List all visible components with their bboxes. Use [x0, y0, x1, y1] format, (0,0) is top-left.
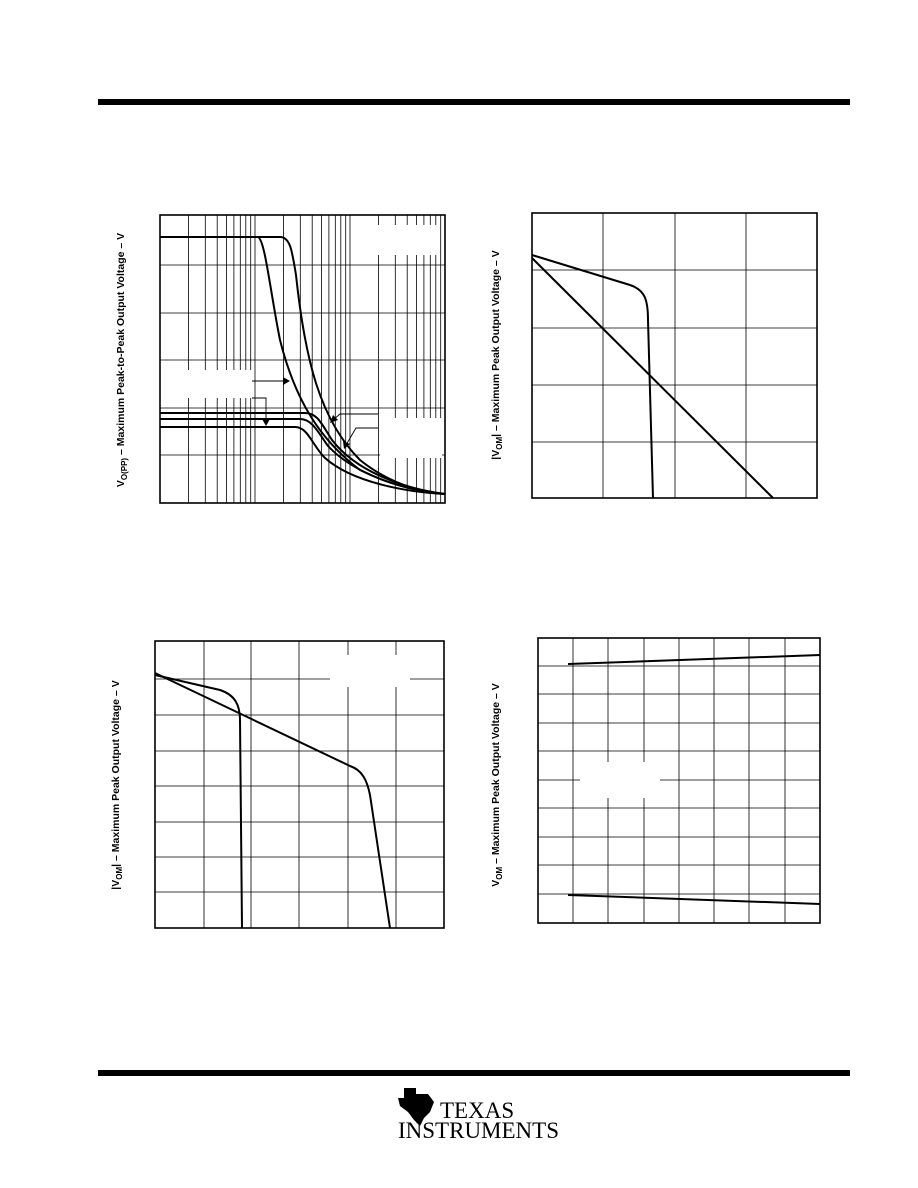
plot-frame: [154, 640, 445, 929]
arrowhead: [343, 441, 350, 449]
figure-3: |VOM| – Maximum Peak Output Voltage – V: [110, 640, 445, 929]
grid: [532, 213, 817, 498]
curve: [160, 412, 446, 495]
label-symbol: V: [115, 480, 127, 487]
leader: [252, 397, 267, 421]
curve: [531, 254, 654, 499]
grid: [155, 641, 444, 928]
mask: [186, 370, 252, 398]
label-subscript: OM: [495, 867, 504, 880]
y-axis-label: VO(PP) – Maximum Peak-to-Peak Output Vol…: [115, 233, 129, 487]
leader: [332, 413, 378, 421]
label-subscript: OM: [115, 867, 124, 880]
grid: [160, 215, 445, 503]
figure-1: VO(PP) – Maximum Peak-to-Peak Output Vol…: [115, 214, 446, 504]
plot-frame: [531, 212, 818, 499]
y-axis-label: VOM – Maximum Peak Output Voltage – V: [490, 683, 504, 887]
arrowhead: [262, 419, 270, 426]
footer-rule: [98, 1070, 850, 1076]
plot-frame: [537, 637, 821, 924]
arrowhead: [283, 377, 290, 385]
figure-2: |VOM| – Maximum Peak Output Voltage – V: [490, 212, 818, 499]
y-axis-label: |VOM| – Maximum Peak Output Voltage – V: [110, 680, 124, 889]
label-text: – Maximum Peak-to-Peak Output Voltage – …: [115, 233, 127, 458]
ti-logo: TEXAS INSTRUMENTS: [398, 1088, 559, 1143]
label-text: – Maximum Peak Output Voltage – V: [490, 683, 502, 867]
label-text: | – Maximum Peak Output Voltage – V: [110, 680, 122, 867]
mask: [580, 762, 660, 798]
label-subscript: O(PP): [120, 458, 129, 481]
curve: [567, 894, 821, 905]
curve: [567, 654, 821, 665]
mask: [330, 655, 410, 687]
mask: [365, 225, 437, 255]
curve: [160, 418, 446, 495]
plot-frame: [159, 214, 446, 504]
curve: [531, 257, 774, 499]
label-text: | – Maximum Peak Output Voltage – V: [490, 250, 502, 437]
figure-4: VOM – Maximum Peak Output Voltage – V: [490, 637, 821, 924]
grid-lines: [160, 215, 445, 503]
arrowhead: [330, 415, 338, 423]
mask: [380, 418, 442, 458]
label-symbol: V: [490, 880, 502, 887]
label-symbol: |V: [490, 450, 502, 460]
leader: [345, 427, 378, 446]
header-rule: [98, 99, 850, 105]
logo-text: TEXAS: [440, 1098, 514, 1123]
curve: [154, 674, 243, 929]
label-symbol: |V: [110, 880, 122, 890]
logo-text: INSTRUMENTS: [398, 1118, 559, 1143]
y-axis-label: |VOM| – Maximum Peak Output Voltage – V: [490, 250, 504, 459]
label-subscript: OM: [495, 437, 504, 450]
curve: [160, 426, 446, 495]
curve: [154, 672, 391, 929]
logo-icon: [398, 1088, 434, 1126]
